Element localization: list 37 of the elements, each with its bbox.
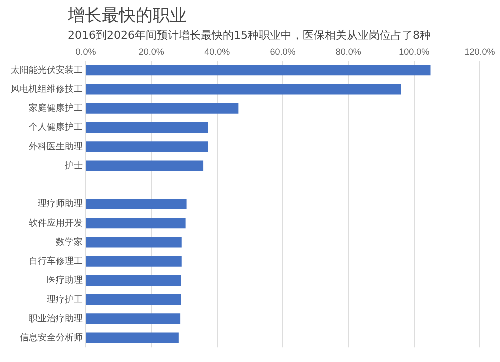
y-tick-label: 自行车修理工 bbox=[29, 256, 83, 266]
y-tick-label: 医疗助理 bbox=[47, 275, 83, 286]
y-tick-label: 个人健康护工 bbox=[29, 122, 83, 132]
chart-title: 增长最快的职业 bbox=[68, 5, 187, 27]
y-tick-label: 太阳能光伏安装工 bbox=[11, 64, 83, 75]
x-tick-label: 120.0% bbox=[464, 46, 496, 57]
y-tick-label: 外科医生助理 bbox=[29, 141, 83, 152]
y-tick-label: 理疗师助理 bbox=[38, 198, 83, 209]
y-tick-label: 软件应用开发 bbox=[29, 218, 83, 228]
x-tick-label: 40.0% bbox=[204, 46, 230, 57]
x-tick-label: 0.0% bbox=[76, 46, 96, 57]
bar bbox=[86, 122, 208, 133]
bar bbox=[86, 314, 181, 324]
x-tick-label: 80.0% bbox=[336, 46, 362, 57]
bar bbox=[86, 294, 182, 306]
y-tick-label: 护士 bbox=[64, 160, 83, 170]
x-tick-label: 60.0% bbox=[270, 46, 296, 57]
bar bbox=[86, 275, 182, 286]
bar bbox=[86, 65, 431, 76]
bar bbox=[86, 84, 402, 95]
bar bbox=[86, 160, 204, 172]
bar bbox=[86, 142, 208, 152]
y-tick-label: 信息安全分析师 bbox=[20, 332, 83, 343]
chart-subtitle: 2016到2026年间预计增长最快的15种职业中，医保相关从业岗位占了8种 bbox=[68, 28, 431, 43]
bar bbox=[86, 256, 182, 267]
y-tick-label: 理疗护工 bbox=[47, 294, 83, 304]
bar bbox=[86, 198, 187, 210]
y-tick-label: 职业治疗助理 bbox=[29, 313, 83, 324]
x-tick-label: 20.0% bbox=[138, 46, 164, 57]
x-tick-label: 100.0% bbox=[399, 46, 430, 57]
y-tick-label: 数学家 bbox=[56, 236, 83, 247]
bar bbox=[86, 218, 186, 229]
y-tick-label: 家庭健康护工 bbox=[29, 103, 83, 114]
bar bbox=[86, 332, 179, 344]
y-tick-label: 风电机组维修技工 bbox=[11, 84, 83, 94]
bar bbox=[86, 237, 182, 248]
bar bbox=[86, 103, 239, 114]
